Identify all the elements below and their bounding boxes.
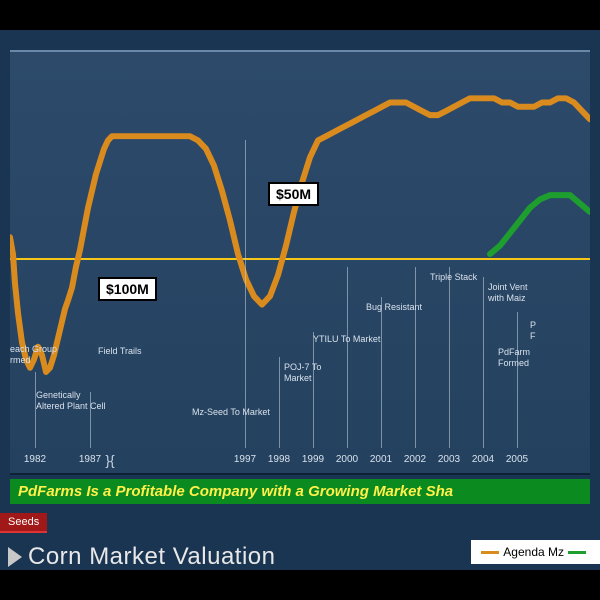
axis-break-icon: }{ [105, 452, 114, 468]
triangle-icon [8, 547, 22, 567]
gridline [279, 357, 280, 448]
gridline [449, 267, 450, 448]
year-label: 2004 [472, 454, 494, 465]
gridline [415, 267, 416, 448]
gridline [347, 267, 348, 448]
gridline [245, 140, 246, 448]
page-title: Corn Market Valuation [28, 543, 276, 571]
event-label: Triple Stack [430, 272, 477, 283]
event-label: Mz-Seed To Market [192, 407, 270, 418]
year-label: 2002 [404, 454, 426, 465]
chart-area: 1982 1987 }{ 1997 1998 1999 2000 2001 2002 2003 20… [10, 50, 590, 475]
year-label: 1999 [302, 454, 324, 465]
legend-swatch [481, 551, 499, 554]
category-tab-label: Seeds [8, 516, 39, 528]
value-callout: $100M [98, 277, 157, 301]
banner-text: PdFarms Is a Profitable Company with a G… [18, 483, 453, 500]
chart-frame: 1982 1987 }{ 1997 1998 1999 2000 2001 2002 2003 20… [0, 30, 600, 570]
year-label: 1987 [79, 454, 101, 465]
event-label: Field Trails [98, 346, 142, 357]
year-label: 1998 [268, 454, 290, 465]
gridline [313, 332, 314, 448]
year-label: 1997 [234, 454, 256, 465]
legend-swatch [568, 551, 586, 554]
event-label: POJ-7 To Market [284, 362, 321, 384]
year-label: 2000 [336, 454, 358, 465]
event-label: Bug Resistant [366, 302, 422, 313]
year-label: 2001 [370, 454, 392, 465]
event-label: Joint Vent with Maiz [488, 282, 528, 304]
value-callout: $50M [268, 182, 319, 206]
event-label: each Group rmed [10, 344, 57, 366]
category-tab[interactable]: Seeds [0, 513, 47, 533]
year-label: 1982 [24, 454, 46, 465]
legend: Agenda Mz [471, 540, 600, 564]
gridline [381, 297, 382, 448]
event-label: YTILU To Market [313, 334, 380, 345]
event-label: P F [530, 320, 536, 342]
banner-profitable: PdFarms Is a Profitable Company with a G… [10, 479, 590, 504]
legend-label: Agenda Mz [503, 545, 564, 559]
event-label: PdFarm Formed [498, 347, 530, 369]
gridline [517, 312, 518, 448]
year-label: 2005 [506, 454, 528, 465]
event-label: Genetically Altered Plant Cell [36, 390, 106, 412]
year-label: 2003 [438, 454, 460, 465]
gridline [483, 277, 484, 448]
